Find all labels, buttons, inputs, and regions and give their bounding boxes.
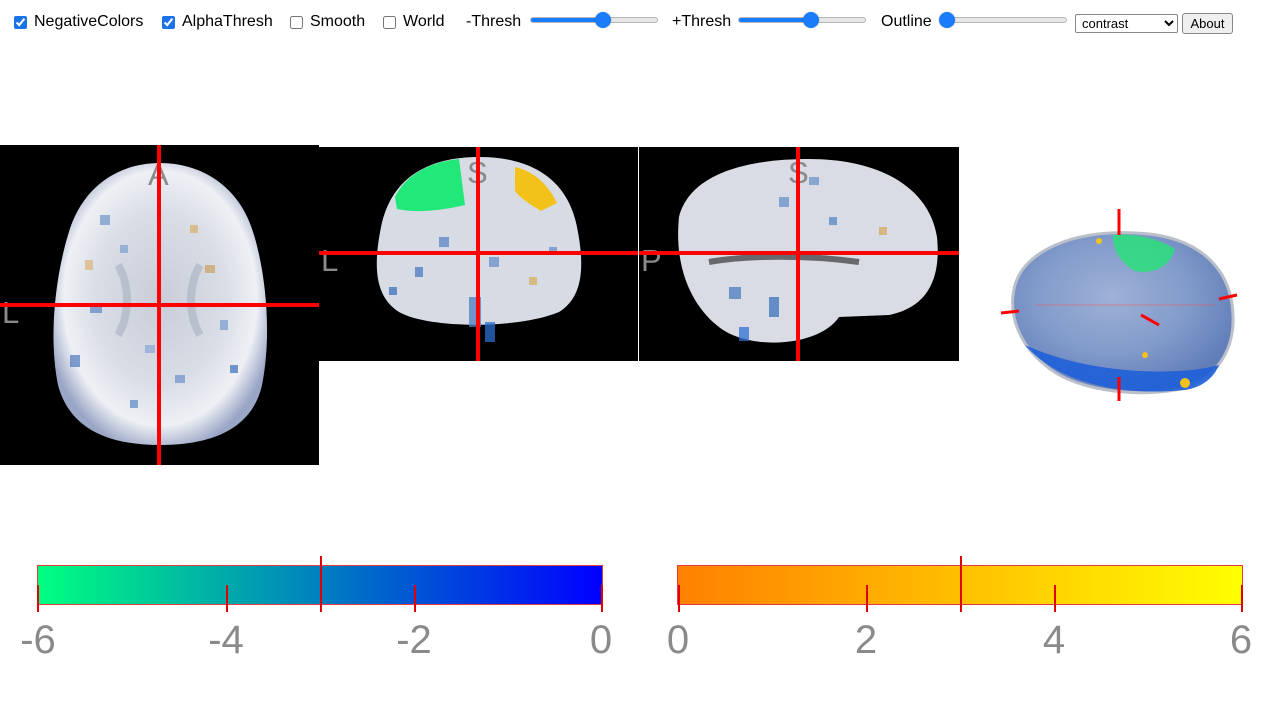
render-crosshair-left: [1000, 309, 1020, 315]
world-checkbox-input[interactable]: [383, 15, 396, 29]
positive-colorbar-tick-label: 0: [666, 618, 690, 662]
negative-colorbar-tick: [601, 585, 603, 612]
negative-colorbar-tick-label: -2: [396, 618, 432, 662]
smooth-checkbox-input[interactable]: [290, 15, 303, 29]
render-crosshair-center: [1140, 313, 1160, 327]
render-3d-view[interactable]: [995, 205, 1245, 405]
pos-thresh-slider-track: [738, 17, 866, 23]
pos-thresh-slider[interactable]: [738, 11, 866, 29]
negative-colors-checkbox[interactable]: NegativeColors: [14, 13, 143, 31]
render-mode-select[interactable]: contrast: [1075, 14, 1178, 33]
pos-thresh-label: +Thresh: [672, 13, 732, 30]
outline-slider[interactable]: [939, 11, 1067, 29]
pos-thresh-slider-thumb[interactable]: [802, 12, 819, 28]
neg-thresh-slider-track: [530, 17, 658, 23]
outline-slider-track: [939, 17, 1067, 23]
negative-colors-checkbox-input[interactable]: [14, 15, 27, 29]
axial-view[interactable]: A L: [0, 145, 319, 465]
positive-colorbar-tick-label: 4: [1042, 618, 1066, 662]
outline-slider-thumb[interactable]: [939, 12, 955, 28]
positive-colorbar-threshold-tick: [960, 556, 962, 612]
smooth-checkbox[interactable]: Smooth: [290, 13, 365, 31]
sagittal-posterior-label: P: [641, 243, 662, 278]
positive-colorbar-tick-label: 6: [1229, 618, 1253, 662]
axial-left-label: L: [2, 295, 19, 330]
sagittal-slice-image: S P: [639, 147, 959, 361]
negative-colorbar-threshold-tick: [320, 556, 322, 612]
toolbar: NegativeColors AlphaThresh Smooth World …: [0, 0, 1280, 44]
positive-colorbar-tick: [1054, 585, 1056, 612]
negative-colorbar-tick: [226, 585, 228, 612]
neg-thresh-slider[interactable]: [530, 11, 658, 29]
about-button[interactable]: About: [1182, 13, 1233, 34]
sagittal-view[interactable]: S P: [639, 147, 959, 361]
positive-colorbar-tick: [1241, 585, 1243, 612]
alpha-thresh-checkbox-input[interactable]: [162, 15, 175, 29]
negative-colorbar-tick-label: 0: [589, 618, 613, 662]
render-crosshair-right: [1218, 293, 1238, 301]
positive-colorbar-tick: [866, 585, 868, 612]
negative-colorbar-tick-label: -6: [20, 618, 56, 662]
coronal-view[interactable]: S L: [319, 147, 638, 361]
negative-colorbar-tick: [414, 585, 416, 612]
world-label: World: [403, 13, 445, 30]
world-checkbox[interactable]: World: [383, 13, 445, 31]
axial-slice-image: A L: [0, 145, 319, 465]
neg-thresh-slider-thumb[interactable]: [594, 12, 611, 28]
positive-colorbar-tick: [678, 585, 680, 612]
negative-colorbar-tick: [37, 585, 39, 612]
positive-colorbar-tick-label: 2: [854, 618, 878, 662]
coronal-slice-image: S L: [319, 147, 638, 361]
coronal-left-label: L: [321, 243, 338, 278]
negative-colors-label: NegativeColors: [34, 13, 144, 30]
smooth-label: Smooth: [310, 13, 366, 30]
neg-thresh-label: -Thresh: [466, 13, 522, 30]
render-3d-image: [1000, 209, 1238, 401]
outline-label: Outline: [881, 13, 932, 30]
negative-colorbar-tick-label: -4: [208, 618, 244, 662]
alpha-thresh-checkbox[interactable]: AlphaThresh: [162, 13, 273, 31]
alpha-thresh-label: AlphaThresh: [182, 13, 273, 30]
